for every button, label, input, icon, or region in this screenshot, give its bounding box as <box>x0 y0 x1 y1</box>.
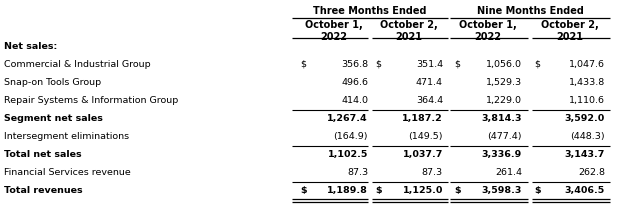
Text: 1,102.5: 1,102.5 <box>328 150 368 159</box>
Text: 261.4: 261.4 <box>495 168 522 177</box>
Text: Nine Months Ended: Nine Months Ended <box>477 6 584 16</box>
Text: 1,229.0: 1,229.0 <box>486 96 522 105</box>
Text: 1,529.3: 1,529.3 <box>486 78 522 87</box>
Text: Segment net sales: Segment net sales <box>4 114 103 123</box>
Text: Net sales:: Net sales: <box>4 42 57 51</box>
Text: Commercial & Industrial Group: Commercial & Industrial Group <box>4 60 150 69</box>
Text: Intersegment eliminations: Intersegment eliminations <box>4 132 129 141</box>
Text: 1,125.0: 1,125.0 <box>403 186 443 195</box>
Text: 1,187.2: 1,187.2 <box>403 114 443 123</box>
Text: $: $ <box>300 60 306 69</box>
Text: 262.8: 262.8 <box>578 168 605 177</box>
Text: 496.6: 496.6 <box>341 78 368 87</box>
Text: $: $ <box>534 60 540 69</box>
Text: 364.4: 364.4 <box>416 96 443 105</box>
Text: October 1,
2022: October 1, 2022 <box>459 20 517 42</box>
Text: 87.3: 87.3 <box>422 168 443 177</box>
Text: Snap-on Tools Group: Snap-on Tools Group <box>4 78 101 87</box>
Text: Total revenues: Total revenues <box>4 186 83 195</box>
Text: $: $ <box>454 60 460 69</box>
Text: $: $ <box>300 186 307 195</box>
Text: October 2,
2021: October 2, 2021 <box>541 20 598 42</box>
Text: 3,814.3: 3,814.3 <box>481 114 522 123</box>
Text: 3,598.3: 3,598.3 <box>482 186 522 195</box>
Text: (149.5): (149.5) <box>408 132 443 141</box>
Text: $: $ <box>454 186 461 195</box>
Text: Repair Systems & Information Group: Repair Systems & Information Group <box>4 96 179 105</box>
Text: 351.4: 351.4 <box>416 60 443 69</box>
Text: 3,406.5: 3,406.5 <box>564 186 605 195</box>
Text: 1,433.8: 1,433.8 <box>569 78 605 87</box>
Text: 87.3: 87.3 <box>347 168 368 177</box>
Text: 1,047.6: 1,047.6 <box>569 60 605 69</box>
Text: Total net sales: Total net sales <box>4 150 82 159</box>
Text: Financial Services revenue: Financial Services revenue <box>4 168 131 177</box>
Text: 1,189.8: 1,189.8 <box>327 186 368 195</box>
Text: $: $ <box>534 186 541 195</box>
Text: 414.0: 414.0 <box>341 96 368 105</box>
Text: (164.9): (164.9) <box>333 132 368 141</box>
Text: Three Months Ended: Three Months Ended <box>313 6 427 16</box>
Text: October 2,
2021: October 2, 2021 <box>380 20 438 42</box>
Text: $: $ <box>375 186 381 195</box>
Text: 471.4: 471.4 <box>416 78 443 87</box>
Text: 1,110.6: 1,110.6 <box>569 96 605 105</box>
Text: (477.4): (477.4) <box>488 132 522 141</box>
Text: October 1,
2022: October 1, 2022 <box>305 20 363 42</box>
Text: 1,267.4: 1,267.4 <box>328 114 368 123</box>
Text: 1,037.7: 1,037.7 <box>403 150 443 159</box>
Text: 1,056.0: 1,056.0 <box>486 60 522 69</box>
Text: 3,592.0: 3,592.0 <box>564 114 605 123</box>
Text: 3,336.9: 3,336.9 <box>482 150 522 159</box>
Text: $: $ <box>375 60 381 69</box>
Text: 3,143.7: 3,143.7 <box>564 150 605 159</box>
Text: 356.8: 356.8 <box>341 60 368 69</box>
Text: (448.3): (448.3) <box>570 132 605 141</box>
